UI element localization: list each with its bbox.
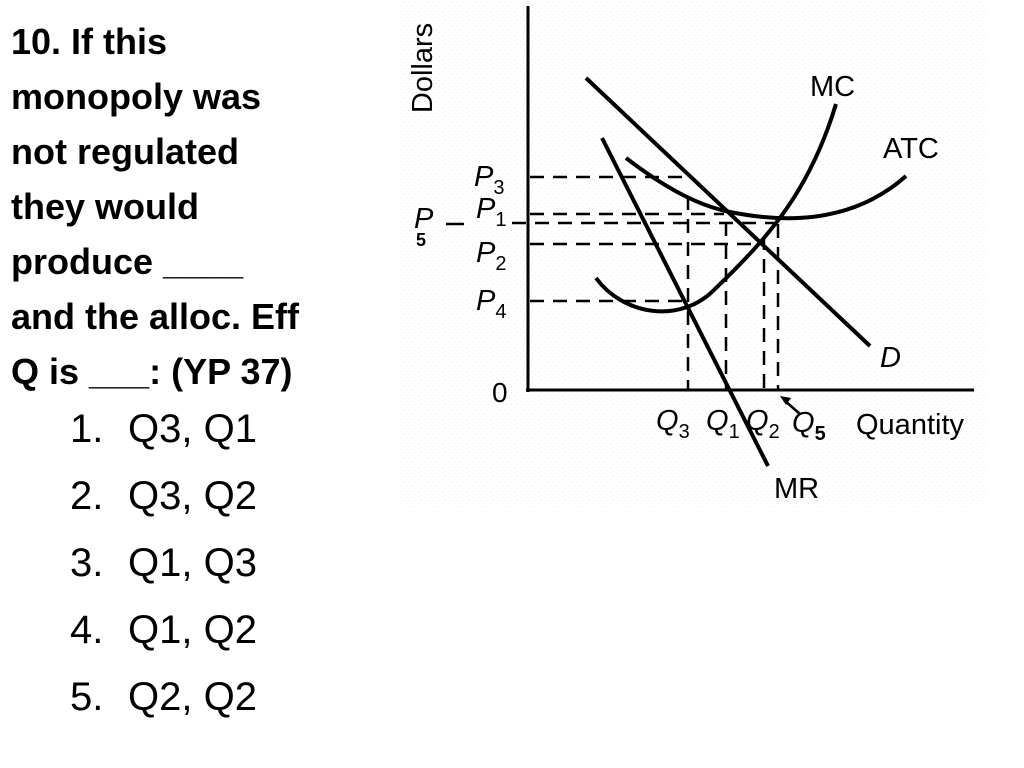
quantity-label-q3: Q3 — [656, 405, 690, 443]
option-number: 2. — [70, 474, 104, 518]
atc-label: ATC — [883, 133, 939, 165]
question-line: monopoly was — [11, 76, 262, 117]
quantity-subscript: 5 — [815, 423, 826, 445]
quantity-letter: Q — [706, 405, 729, 437]
option-text: Q1, Q2 — [128, 608, 257, 652]
question-line: produce ____ — [11, 241, 244, 282]
price-subscript: 3 — [493, 177, 504, 199]
question-line: not regulated — [11, 131, 240, 172]
mc-label: MC — [810, 71, 855, 103]
option-text: Q1, Q3 — [128, 541, 257, 585]
answer-option[interactable]: 1. Q3, Q1 — [70, 396, 257, 463]
quantity-subscript: 1 — [729, 421, 740, 443]
quantity-label-q1: Q1 — [706, 405, 740, 443]
option-number: 3. — [70, 541, 104, 585]
marginal-revenue-curve — [600, 137, 770, 467]
option-text: Q3, Q2 — [128, 474, 257, 518]
mr-label: MR — [774, 473, 819, 505]
question-line: they would — [11, 186, 199, 227]
price-label-p2: P2 — [476, 237, 506, 275]
option-text: Q3, Q1 — [128, 407, 257, 451]
price-letter: P — [476, 285, 496, 317]
option-number: 5. — [70, 675, 104, 719]
question-text: 10. If this monopoly was not regulated t… — [11, 14, 361, 399]
origin-label: 0 — [492, 377, 508, 408]
price-subscript: 5 — [416, 230, 426, 250]
quantity-label-q2: Q2 — [746, 405, 780, 443]
price-subscript: 2 — [495, 253, 506, 275]
y-axis-label: Dollars — [407, 23, 439, 113]
option-number: 4. — [70, 608, 104, 652]
price-label-p3: P3 — [474, 161, 504, 199]
atc-curve — [624, 156, 908, 221]
quantity-letter: Q — [746, 405, 769, 437]
answer-option[interactable]: 4. Q1, Q2 — [70, 597, 257, 664]
question-line: Q is ___: (YP 37) — [11, 351, 293, 392]
price-subscript: 4 — [495, 301, 506, 323]
mc-curve — [594, 103, 838, 314]
option-text: Q2, Q2 — [128, 675, 257, 719]
quantity-subscript: 3 — [679, 421, 690, 443]
price-letter: P — [474, 161, 494, 193]
answer-option[interactable]: 5. Q2, Q2 — [70, 664, 257, 731]
price-letter: P — [414, 203, 434, 235]
quantity-letter: Q — [792, 407, 815, 439]
q5-arrow-head — [780, 396, 791, 405]
answer-options: 1. Q3, Q1 2. Q3, Q2 3. Q1, Q3 4. Q1, Q2 5. Q2… — [70, 396, 257, 731]
guide-lines — [512, 175, 780, 390]
price-letter: P — [476, 237, 496, 269]
price-label-p4: P4 — [476, 285, 506, 323]
answer-option[interactable]: 2. Q3, Q2 — [70, 463, 257, 530]
price-subscript: 1 — [495, 209, 506, 231]
quantity-subscript: 2 — [769, 421, 780, 443]
quantity-label-q5: Q5 — [792, 407, 826, 445]
diagram-background — [400, 0, 988, 508]
question-line: and the alloc. Eff — [11, 296, 300, 337]
answer-option[interactable]: 3. Q1, Q3 — [70, 530, 257, 597]
quantity-letter: Q — [656, 405, 679, 437]
demand-label: D — [880, 342, 901, 374]
x-axis-label: Quantity — [856, 409, 964, 441]
option-number: 1. — [70, 407, 104, 451]
question-line: 10. If this — [11, 21, 168, 62]
price-label-p1: P1 — [476, 193, 506, 231]
price-letter: P — [476, 193, 496, 225]
